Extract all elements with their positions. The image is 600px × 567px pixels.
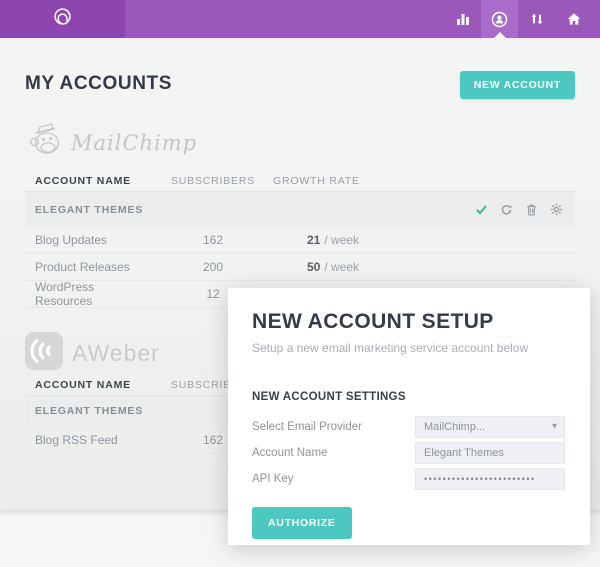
header-nav-icons [444, 0, 592, 38]
cell-subscribers: 162 [202, 432, 224, 447]
column-subscribers: SUBSCRIBERS [170, 174, 256, 187]
mailchimp-brand-label: MailChimp [71, 130, 198, 155]
cell-account-name: WordPress Resources [35, 280, 95, 308]
email-provider-select[interactable]: MailChimp... ▾ [415, 416, 565, 438]
email-provider-value: MailChimp... [424, 421, 486, 433]
row-actions [474, 192, 563, 227]
trash-icon[interactable] [524, 203, 538, 217]
refresh-icon[interactable] [499, 203, 513, 217]
cell-subscribers: 200 [202, 260, 224, 274]
account-name-label: Account Name [252, 447, 328, 459]
column-account-name: ACCOUNT NAME [35, 378, 131, 391]
new-account-modal: NEW ACCOUNT SETUP Setup a new email mark… [228, 288, 590, 545]
mailchimp-table: ACCOUNT NAME SUBSCRIBERS GROWTH RATE ELE… [25, 170, 575, 308]
column-growth-rate: GROWTH RATE [273, 174, 360, 187]
chevron-down-icon: ▾ [551, 421, 557, 432]
account-name-input[interactable]: Elegant Themes [415, 442, 565, 464]
api-key-input[interactable]: •••••••••••••••••••••••• [415, 468, 565, 490]
aweber-brand: AWeber [25, 332, 160, 375]
cell-account-name: Product Releases [35, 260, 130, 274]
new-account-button[interactable]: NEW ACCOUNT [459, 71, 575, 99]
cell-account-name: Blog RSS Feed [35, 432, 118, 447]
modal-title: NEW ACCOUNT SETUP [252, 310, 494, 333]
check-icon[interactable] [474, 203, 488, 217]
cell-subscribers: 12 [206, 287, 220, 301]
mailchimp-brand: MailChimp [25, 122, 197, 163]
aweber-badge-icon [25, 332, 63, 375]
top-nav-bar [0, 0, 600, 38]
table-row: Product Releases 200 50/ week [25, 254, 575, 281]
account-group-row: ELEGANT THEMES [25, 192, 575, 227]
provider-label: Select Email Provider [252, 421, 362, 433]
cell-subscribers: 162 [202, 233, 224, 247]
app-logo[interactable] [0, 0, 125, 38]
home-icon[interactable] [555, 0, 592, 38]
cell-growth-rate: 50/ week [307, 260, 360, 274]
mailchimp-monkey-icon [25, 122, 65, 163]
page-title: MY ACCOUNTS [25, 73, 172, 94]
modal-subtitle: Setup a new email marketing service acco… [252, 341, 529, 355]
modal-section-title: NEW ACCOUNT SETTINGS [252, 391, 406, 403]
cell-account-name: Blog Updates [35, 233, 108, 247]
swirl-logo-icon [51, 5, 74, 33]
api-key-label: API Key [252, 473, 294, 485]
stats-icon[interactable] [444, 0, 481, 38]
authorize-button[interactable]: AUTHORIZE [252, 507, 352, 539]
form-row-provider: Select Email Provider MailChimp... ▾ [252, 416, 565, 438]
gear-icon[interactable] [549, 203, 563, 217]
user-icon[interactable] [481, 0, 518, 38]
active-tab-notch [493, 32, 506, 38]
aweber-brand-label: AWeber [72, 340, 160, 366]
new-account-form: Select Email Provider MailChimp... ▾ Acc… [252, 416, 565, 490]
account-group-label: ELEGANT THEMES [35, 203, 144, 216]
cell-growth-rate: 21/ week [307, 233, 360, 247]
column-account-name: ACCOUNT NAME [35, 174, 131, 187]
form-row-account-name: Account Name Elegant Themes [252, 442, 565, 464]
form-row-api-key: API Key •••••••••••••••••••••••• [252, 468, 565, 490]
table-row: Blog Updates 162 21/ week [25, 227, 575, 254]
transfer-icon[interactable] [518, 0, 555, 38]
account-group-label: ELEGANT THEMES [35, 405, 144, 417]
table-header-row: ACCOUNT NAME SUBSCRIBERS GROWTH RATE [25, 170, 575, 192]
